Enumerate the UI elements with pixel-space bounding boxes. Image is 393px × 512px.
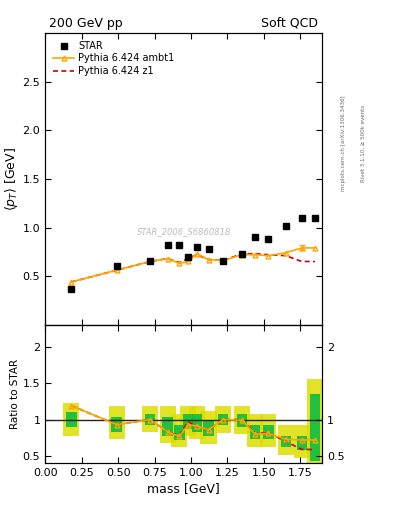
Bar — [66, 412, 77, 427]
Bar — [160, 407, 176, 443]
Y-axis label: $\langle p_T \rangle$ [GeV]: $\langle p_T \rangle$ [GeV] — [3, 147, 20, 211]
Bar — [260, 414, 276, 447]
Bar — [218, 414, 228, 425]
Bar — [310, 394, 320, 461]
Bar — [192, 414, 202, 432]
Text: 200 GeV pp: 200 GeV pp — [49, 16, 123, 30]
Bar — [281, 436, 291, 446]
Bar — [183, 414, 193, 429]
Bar — [237, 414, 247, 427]
Bar — [247, 414, 263, 447]
Legend: STAR, Pythia 6.424 ambt1, Pythia 6.424 z1: STAR, Pythia 6.424 ambt1, Pythia 6.424 z… — [50, 38, 177, 79]
Bar — [250, 424, 261, 439]
Bar — [263, 424, 274, 439]
Y-axis label: Ratio to STAR: Ratio to STAR — [10, 359, 20, 429]
X-axis label: mass [GeV]: mass [GeV] — [147, 482, 220, 496]
Bar — [112, 417, 122, 432]
Bar — [297, 436, 307, 450]
Bar — [215, 407, 231, 433]
Bar — [171, 414, 187, 447]
Bar — [108, 407, 125, 439]
Bar — [63, 403, 79, 436]
Bar — [307, 379, 323, 469]
Bar — [174, 424, 185, 440]
Bar — [200, 411, 217, 443]
Bar — [162, 417, 173, 436]
Bar — [180, 407, 196, 436]
Bar — [203, 421, 214, 436]
Bar — [145, 414, 155, 425]
Bar — [278, 425, 294, 455]
Text: Soft QCD: Soft QCD — [261, 16, 318, 30]
Text: STAR_2006_S6860818: STAR_2006_S6860818 — [136, 227, 231, 236]
Bar — [294, 425, 310, 458]
Bar — [142, 407, 158, 432]
Bar — [234, 407, 250, 434]
Text: mcplots.cern.ch [arXiv:1306.3436]: mcplots.cern.ch [arXiv:1306.3436] — [342, 96, 346, 191]
Text: Rivet 3.1.10, ≥ 500k events: Rivet 3.1.10, ≥ 500k events — [361, 105, 366, 182]
Bar — [189, 407, 205, 439]
